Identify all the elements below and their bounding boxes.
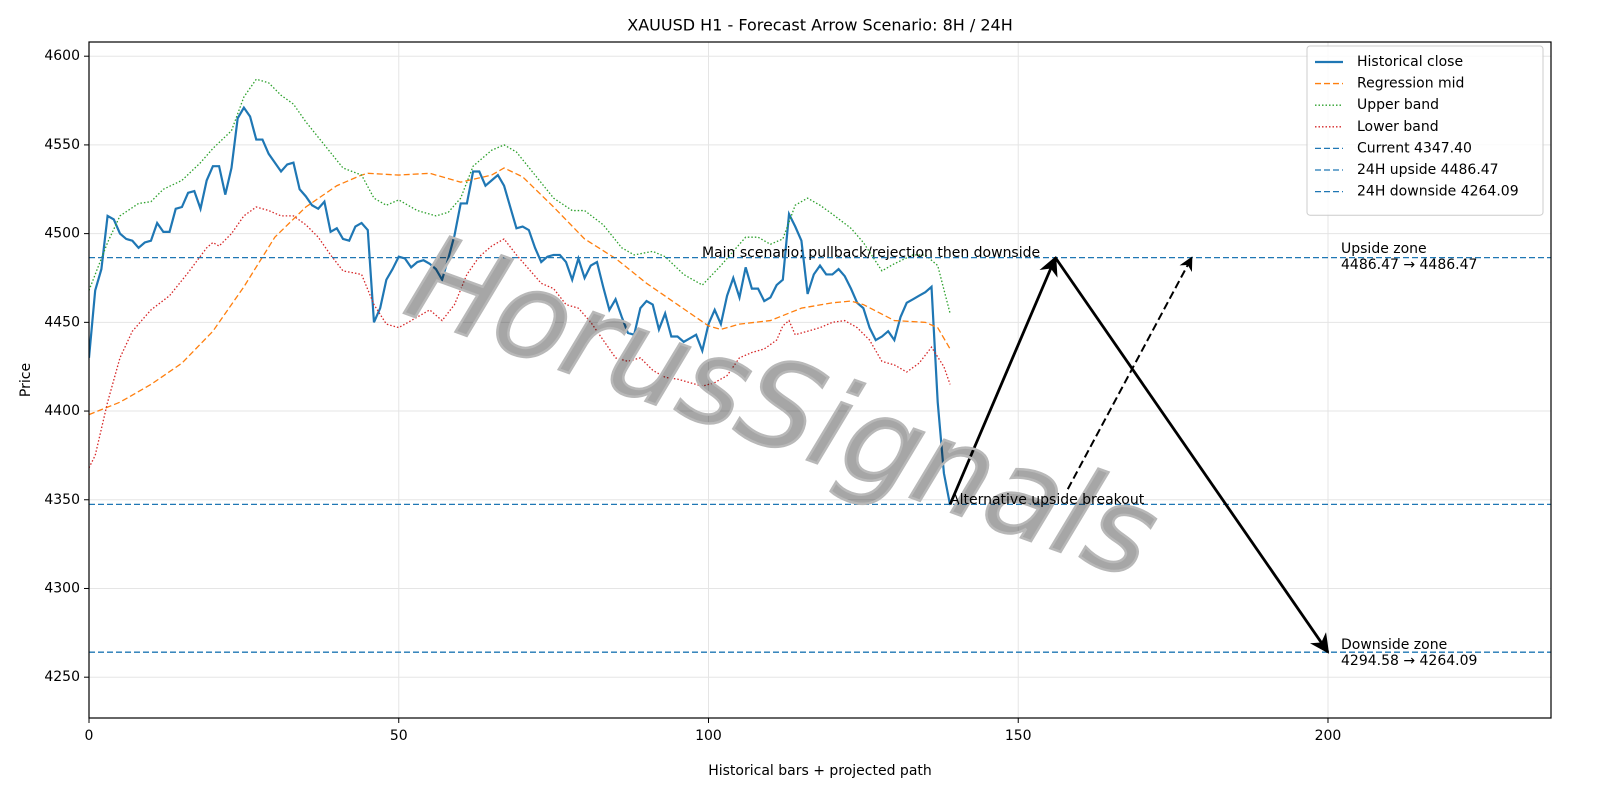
y-tick-label: 4350 [44,492,80,508]
x-tick-label: 150 [1005,728,1032,744]
legend-label: 24H upside 4486.47 [1357,162,1499,178]
y-axis-label: Price [18,363,34,397]
scenario-arrow [948,255,1058,505]
y-tick-label: 4300 [44,580,80,596]
legend-label: Regression mid [1357,76,1464,92]
y-tick-label: 4400 [44,403,80,419]
y-tick-label: 4600 [44,48,80,64]
x-tick-label: 200 [1315,728,1342,744]
y-tick-label: 4500 [44,226,80,242]
series-line [89,105,952,506]
y-tick-label: 4250 [44,669,80,685]
y-tick-label: 4450 [44,314,80,330]
legend-label: 24H downside 4264.09 [1357,184,1519,200]
x-tick-label: 50 [390,728,408,744]
legend-label: Current 4347.40 [1357,140,1472,156]
zone-title: Downside zone [1341,637,1447,653]
zone-range: 4486.47 → 4486.47 [1341,257,1477,273]
zone-range: 4294.58 → 4264.09 [1341,653,1477,669]
x-axis-label: Historical bars + projected path [708,763,932,779]
legend-box [1306,45,1544,216]
x-tick-label: 100 [695,728,722,744]
chart-title: XAUUSD H1 - Forecast Arrow Scenario: 8H … [627,16,1012,35]
series-line [89,206,951,469]
scenario-arrow [1054,256,1330,654]
annotation: Alternative upside breakout [950,492,1145,508]
series-line [89,78,951,314]
y-tick-label: 4550 [44,137,80,153]
legend-label: Historical close [1357,54,1463,70]
plot-area [89,78,1551,654]
annotation: Main scenario: pullback/rejection then d… [702,245,1040,261]
plot-frame [88,41,1552,719]
x-tick-label: 0 [85,728,94,744]
scenario-arrow [1066,256,1193,490]
zone-title: Upside zone [1341,241,1427,257]
series-line [89,167,951,416]
legend-label: Lower band [1357,119,1439,135]
legend-label: Upper band [1357,97,1439,113]
